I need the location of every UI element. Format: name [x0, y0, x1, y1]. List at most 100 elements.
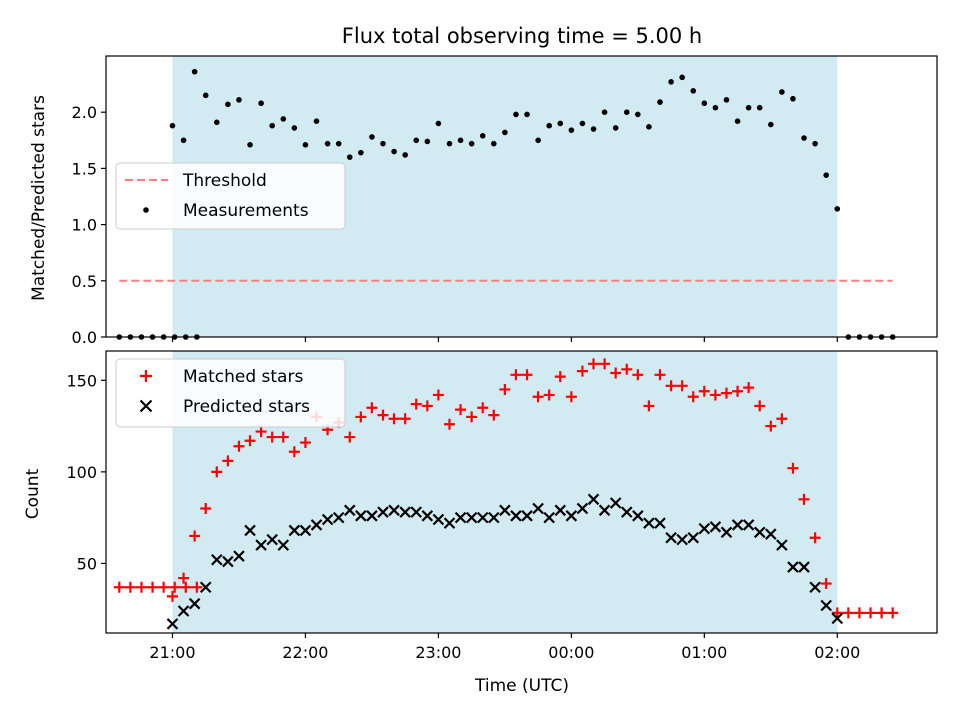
data-point — [421, 510, 434, 522]
data-point — [255, 426, 267, 438]
data-point — [180, 581, 192, 593]
data-point — [202, 92, 209, 99]
y-tick-label: 1.0 — [72, 216, 97, 235]
data-point — [479, 133, 486, 139]
data-point — [288, 446, 300, 458]
data-point — [313, 118, 320, 124]
data-point — [643, 400, 655, 412]
y-tick-label: 0.5 — [72, 272, 97, 291]
x-tick-label: 01:00 — [681, 643, 727, 662]
data-point — [801, 135, 807, 141]
data-point — [798, 561, 810, 573]
data-point — [720, 526, 733, 539]
bottom-panel: 50 100 150 21:00 22:00 23:00 00:00 01:00 02:00 Ma… — [66, 350, 938, 662]
data-point — [654, 517, 666, 529]
data-point — [291, 125, 298, 131]
legend-swatch — [143, 207, 149, 213]
data-point — [166, 618, 179, 630]
data-point — [380, 140, 386, 147]
data-point — [277, 539, 290, 551]
data-point — [166, 590, 178, 602]
data-point — [502, 129, 508, 136]
x-tick-label: 02:00 — [814, 643, 860, 662]
data-point — [831, 607, 843, 619]
data-point — [568, 127, 575, 133]
data-point — [191, 68, 198, 75]
x-tick-label: 23:00 — [415, 643, 461, 662]
data-point — [280, 116, 287, 122]
legend-swatch — [140, 370, 152, 382]
data-point — [432, 513, 445, 526]
data-point — [865, 607, 877, 619]
series-predicted-stars — [166, 493, 844, 630]
legend-label: Measurements — [183, 201, 309, 221]
data-point — [687, 532, 700, 544]
data-point — [299, 524, 312, 537]
data-point — [546, 122, 552, 129]
data-point — [543, 389, 555, 401]
data-point — [288, 524, 301, 537]
x-tick-label: 22:00 — [282, 643, 328, 662]
data-point — [113, 581, 125, 593]
data-point — [690, 88, 697, 94]
data-point — [358, 149, 364, 156]
data-point — [632, 369, 644, 381]
data-point — [510, 369, 522, 381]
data-point — [432, 389, 444, 401]
data-point — [565, 510, 578, 522]
data-point — [543, 511, 555, 524]
y-tick-label: 50 — [77, 554, 97, 573]
data-point — [765, 420, 777, 432]
data-point — [787, 462, 799, 474]
data-point — [588, 358, 600, 370]
data-point — [366, 402, 378, 414]
data-point — [809, 532, 821, 544]
series-matched-stars — [113, 358, 899, 619]
data-point — [233, 550, 245, 562]
data-point — [199, 581, 212, 593]
data-point — [225, 101, 231, 108]
data-point — [266, 533, 278, 546]
data-point — [779, 89, 785, 95]
data-point — [335, 140, 342, 147]
data-point — [842, 607, 854, 619]
data-point — [565, 391, 577, 403]
data-point — [754, 400, 766, 412]
data-point — [180, 137, 187, 144]
data-point — [576, 502, 589, 515]
data-point — [324, 140, 331, 147]
data-point — [244, 524, 256, 537]
data-point — [355, 411, 367, 423]
data-point — [454, 511, 467, 524]
data-point — [787, 561, 799, 573]
data-point — [388, 504, 400, 517]
data-point — [310, 519, 323, 531]
data-point — [657, 99, 663, 105]
data-point — [355, 510, 367, 522]
data-point — [590, 126, 597, 132]
data-point — [343, 504, 356, 517]
x-axis-label: Time (UTC) — [474, 676, 569, 696]
data-point — [124, 581, 136, 593]
data-point — [321, 513, 334, 526]
data-point — [369, 134, 375, 140]
data-point — [576, 365, 588, 377]
data-point — [665, 532, 677, 544]
data-point — [599, 358, 611, 370]
axes-frame — [105, 55, 938, 338]
data-point — [214, 119, 220, 126]
y-tick-label: 100 — [66, 463, 97, 482]
legend-label: Matched stars — [183, 367, 303, 387]
legend-box — [115, 162, 346, 230]
data-point — [247, 141, 253, 148]
data-point — [612, 125, 619, 131]
data-point — [610, 367, 622, 379]
data-point — [732, 385, 744, 397]
data-point — [698, 522, 711, 535]
data-point — [753, 526, 766, 539]
data-point — [169, 122, 176, 129]
bottom-y-axis-label: Count — [23, 468, 43, 519]
data-point — [366, 510, 378, 522]
data-point — [510, 510, 522, 522]
